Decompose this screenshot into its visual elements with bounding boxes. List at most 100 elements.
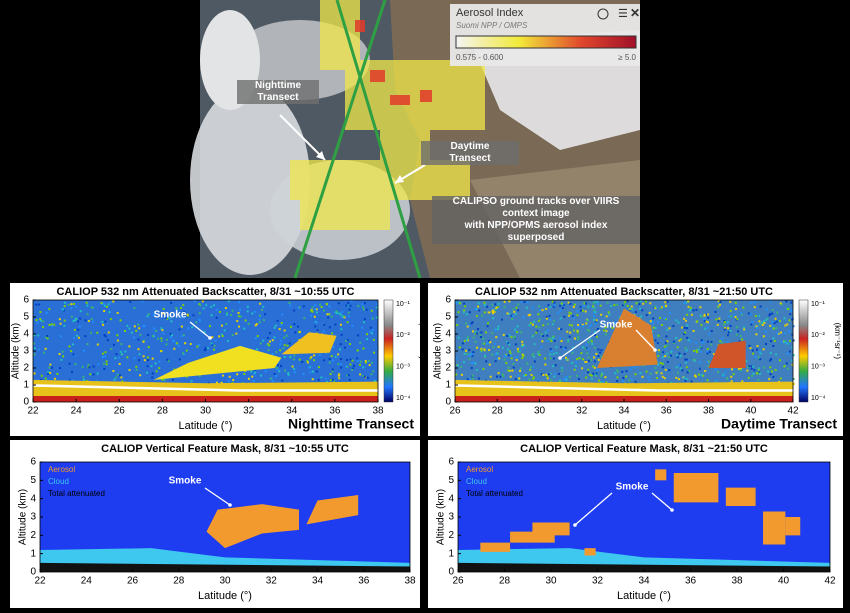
noise-pixel [786,352,789,355]
noise-pixel [623,303,626,306]
noise-pixel [692,309,695,312]
noise-pixel [604,376,607,379]
noise-pixel [70,350,73,353]
noise-pixel [236,320,239,323]
noise-pixel [700,374,703,377]
noise-pixel [576,331,579,334]
noise-pixel [683,301,686,304]
noise-pixel [726,341,729,344]
annotation-arrow [574,492,613,526]
noise-pixel [348,308,351,311]
noise-pixel [313,359,316,362]
noise-pixel [786,342,789,345]
noise-pixel [666,360,669,363]
noise-pixel [676,346,679,349]
noise-pixel [477,302,480,305]
close-icon[interactable]: ✕ [630,6,640,20]
noise-pixel [259,342,262,345]
noise-pixel [693,359,696,362]
noise-pixel [542,324,545,327]
noise-pixel [766,308,769,311]
noise-pixel [42,320,45,323]
noise-pixel [463,339,466,342]
y-tick-label: 1 [30,548,36,559]
info-icon[interactable] [597,8,609,20]
noise-pixel [640,300,643,303]
noise-pixel [338,377,341,380]
noise-pixel [517,374,520,377]
noise-pixel [616,369,619,372]
noise-pixel [769,366,772,369]
noise-pixel [587,356,590,359]
noise-pixel [769,359,772,362]
noise-pixel [600,373,603,376]
noise-pixel [45,311,48,314]
noise-pixel [792,325,795,328]
noise-pixel [577,326,580,329]
smoke-layer [281,332,337,355]
noise-pixel [727,327,730,330]
noise-pixel [328,357,331,360]
noise-pixel [268,340,271,343]
noise-pixel [651,330,654,333]
noise-pixel [549,372,552,375]
noise-pixel [313,354,316,357]
noise-pixel [634,380,637,383]
noise-pixel [371,329,374,332]
noise-pixel [614,321,617,324]
noise-pixel [40,319,43,322]
noise-pixel [138,359,141,362]
noise-pixel [523,301,526,304]
noise-pixel [496,305,499,308]
noise-pixel [545,316,548,319]
noise-pixel [494,303,497,306]
x-tick-label: 42 [824,576,836,587]
noise-pixel [369,331,372,334]
noise-pixel [550,350,553,353]
noise-pixel [551,300,554,303]
noise-pixel [247,377,250,380]
noise-pixel [652,334,655,337]
noise-pixel [775,327,778,330]
noise-pixel [254,337,257,340]
noise-pixel [280,321,283,324]
noise-pixel [477,377,480,380]
smoke-layer [153,345,282,380]
noise-pixel [645,370,648,373]
noise-pixel [541,309,544,312]
noise-pixel [670,350,673,353]
noise-pixel [318,303,321,306]
noise-pixel [656,376,659,379]
noise-pixel [607,311,610,314]
noise-pixel [310,309,313,312]
noise-pixel [759,305,762,308]
noise-pixel [765,318,768,321]
y-tick-label: 5 [30,475,36,486]
x-tick-label: 22 [34,576,46,587]
noise-pixel [601,372,604,375]
noise-pixel [557,372,560,375]
noise-pixel [337,363,340,366]
noise-pixel [145,371,148,374]
noise-pixel [92,373,95,376]
noise-pixel [163,379,166,382]
noise-pixel [532,365,535,368]
noise-pixel [147,333,150,336]
noise-pixel [513,336,516,339]
menu-icon[interactable]: ☰ [618,8,628,20]
noise-pixel [544,331,547,334]
noise-pixel [753,301,756,304]
noise-pixel [787,308,790,311]
noise-pixel [225,323,228,326]
noise-pixel [281,313,284,316]
noise-pixel [343,346,346,349]
x-tick-label: 32 [592,576,604,587]
noise-pixel [339,343,342,346]
noise-pixel [661,366,664,369]
noise-pixel [508,334,511,337]
noise-pixel [353,364,356,367]
noise-pixel [597,358,600,361]
noise-pixel [710,343,713,346]
noise-pixel [703,318,706,321]
noise-pixel [472,361,475,364]
